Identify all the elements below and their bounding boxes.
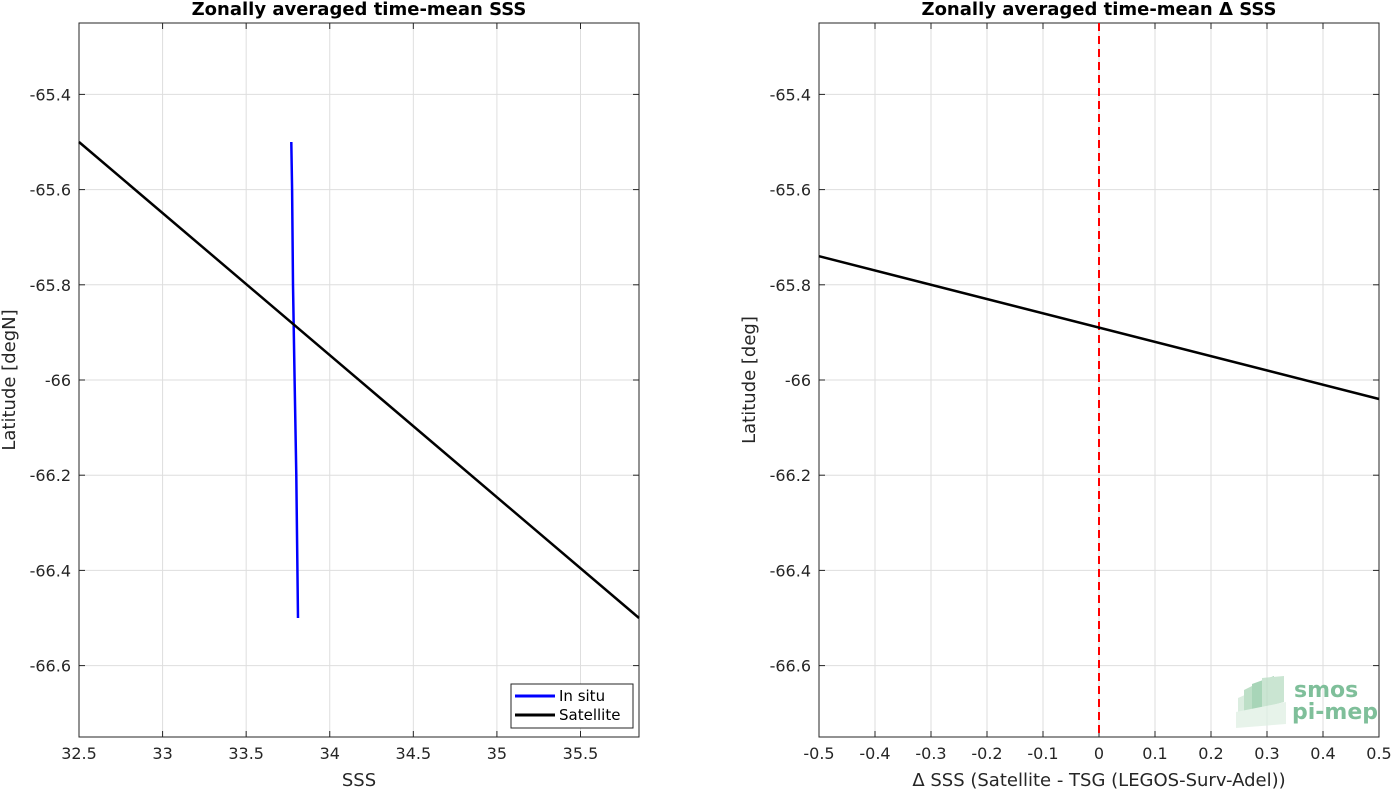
x-tick-label: -0.2: [971, 744, 1002, 763]
x-tick-label: 34: [320, 744, 340, 763]
y-tick-label: -66.6: [770, 657, 811, 676]
x-tick-label: 33: [152, 744, 172, 763]
logo-mark-icon: [1236, 676, 1286, 728]
smos-pi-mep-logo: smos pi-mep: [1236, 676, 1378, 728]
y-axis-label: Latitude [deg]: [739, 316, 760, 444]
y-tick-label: -65.6: [30, 181, 71, 200]
legend-label: Satellite: [559, 706, 620, 724]
x-tick-label: -0.3: [915, 744, 946, 763]
y-tick-label: -65.8: [770, 276, 811, 295]
x-tick-label: 33.5: [228, 744, 264, 763]
x-axis-label: SSS: [342, 770, 376, 790]
series-line-satellite: [78, 141, 640, 619]
x-tick-label: 0.4: [1310, 744, 1335, 763]
x-tick-label: 0: [1094, 744, 1104, 763]
x-tick-label: 35: [487, 744, 507, 763]
x-axis-label: Δ SSS (Satellite - TSG (LEGOS-Surv-Adel)…: [912, 770, 1285, 790]
x-tick-label: -0.4: [859, 744, 890, 763]
x-tick-label: 0.2: [1198, 744, 1223, 763]
x-tick-label: 0.3: [1254, 744, 1279, 763]
y-tick-label: -66.2: [30, 466, 71, 485]
x-tick-label: -0.1: [1027, 744, 1058, 763]
x-tick-label: 32.5: [61, 744, 97, 763]
y-tick-label: -66.2: [770, 466, 811, 485]
legend-label: In situ: [559, 687, 605, 705]
x-tick-label: 35.5: [563, 744, 599, 763]
sss-panel: 32.5 33 33.5 34 34.5 35 35.5 -65.4 -65.6 -65.8 -66…: [0, 0, 640, 790]
series-line-in-situ: [290, 141, 300, 619]
y-tick-label: -66.4: [30, 561, 71, 580]
x-tick-label: 0.5: [1366, 744, 1391, 763]
delta-sss-panel: -0.5 -0.4 -0.3 -0.2 -0.1 0 0.1 0.2 0.3 0.4 0.5 -65.…: [739, 0, 1392, 790]
y-tick-label: -66: [45, 371, 71, 390]
logo-line-1: smos: [1294, 678, 1358, 703]
y-tick-label: -65.8: [30, 276, 71, 295]
x-tick-label: -0.5: [803, 744, 834, 763]
y-tick-label: -65.4: [770, 85, 811, 104]
x-tick-label: 0.1: [1142, 744, 1167, 763]
chart-title: Zonally averaged time-mean SSS: [192, 0, 527, 20]
x-tick-label: 34.5: [396, 744, 432, 763]
y-tick-label: -66.6: [30, 657, 71, 676]
y-tick-label: -65.4: [30, 85, 71, 104]
logo-line-2: pi-mep: [1292, 700, 1378, 725]
y-tick-label: -66: [785, 371, 811, 390]
chart-title: Zonally averaged time-mean Δ SSS: [922, 0, 1277, 20]
y-tick-label: -65.6: [770, 181, 811, 200]
legend-box: [510, 683, 634, 729]
y-axis-label: Latitude [degN]: [0, 309, 20, 450]
series-line: [818, 254, 1380, 401]
y-tick-label: -66.4: [770, 561, 811, 580]
